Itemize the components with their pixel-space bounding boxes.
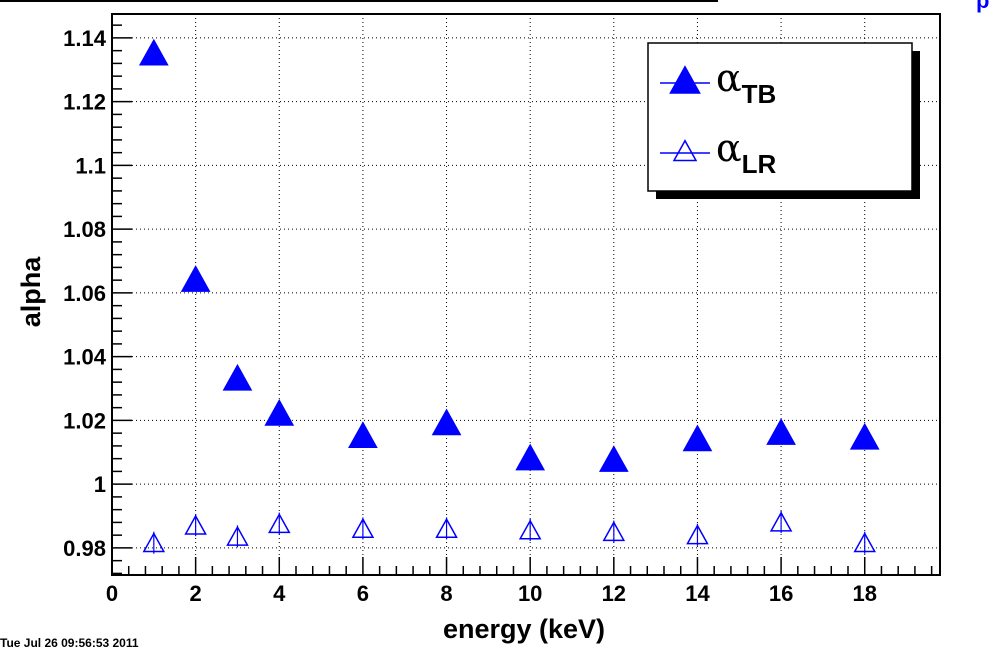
data-point-tb xyxy=(598,445,629,472)
x-tick-label: 2 xyxy=(190,581,202,606)
data-point-lr xyxy=(518,519,542,540)
data-point-tb xyxy=(849,422,880,450)
data-points xyxy=(138,38,880,554)
x-tick-label: 18 xyxy=(852,581,876,606)
y-tick-label: 1.08 xyxy=(63,217,106,242)
y-tick-label: 1.06 xyxy=(63,281,106,306)
data-point-lr xyxy=(267,512,291,534)
legend-marker-lr xyxy=(672,139,698,162)
x-tick-label: 16 xyxy=(769,581,793,606)
y-axis-label: alpha xyxy=(16,256,46,328)
data-point-tb xyxy=(222,363,253,391)
data-point-lr xyxy=(142,532,166,553)
data-point-tb xyxy=(682,424,713,452)
x-tick-label: 0 xyxy=(106,581,118,606)
data-point-lr xyxy=(602,520,626,542)
data-point-tb xyxy=(264,398,295,426)
y-tick-label: 0.98 xyxy=(63,536,106,561)
x-axis-label: energy (keV) xyxy=(443,614,605,644)
x-tick-label: 6 xyxy=(357,581,369,606)
data-point-tb xyxy=(515,443,546,471)
x-tick-label: 12 xyxy=(602,581,626,606)
y-tick-label: 1.1 xyxy=(75,153,106,178)
data-point-lr xyxy=(184,514,207,535)
data-point-tb xyxy=(348,421,378,449)
data-point-tb xyxy=(431,408,462,436)
grid-lines xyxy=(112,14,940,575)
plot-border xyxy=(111,13,941,576)
data-point-tb xyxy=(766,418,796,445)
legend-box xyxy=(647,42,913,192)
y-tick-label: 1.14 xyxy=(63,26,107,51)
data-point-lr xyxy=(769,511,793,532)
data-point-lr xyxy=(351,517,375,538)
data-point-tb xyxy=(180,265,211,292)
y-tick-label: 1.12 xyxy=(63,90,106,115)
y-tick-label: 1.02 xyxy=(63,408,106,433)
y-tick-label: 1 xyxy=(94,472,106,497)
data-point-lr xyxy=(853,532,877,553)
x-tick-label: 4 xyxy=(273,581,286,606)
y-axis-ticks: 0.98 1 1.02 1.04 1.06 1.08 1.1 1.12 1.14 xyxy=(63,24,132,575)
x-axis-ticks: 0 2 4 6 8 10 12 14 16 18 xyxy=(106,557,933,606)
x-tick-label: 10 xyxy=(518,581,542,606)
data-point-tb xyxy=(138,38,169,66)
plot-frame xyxy=(111,13,941,576)
legend-marker-tb xyxy=(669,65,701,94)
data-point-lr xyxy=(226,525,249,546)
data-point-lr xyxy=(435,517,458,538)
timestamp: Tue Jul 26 09:56:53 2011 xyxy=(0,636,139,650)
x-tick-label: 8 xyxy=(440,581,452,606)
corner-fragment-mark: p xyxy=(976,0,989,13)
data-point-lr xyxy=(686,524,709,545)
x-tick-label: 14 xyxy=(685,581,710,606)
y-tick-label: 1.04 xyxy=(63,345,107,370)
